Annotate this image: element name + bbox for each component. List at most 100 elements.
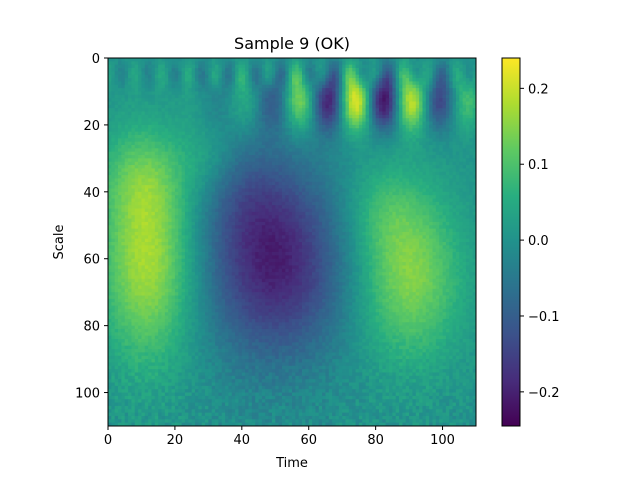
- heatmap-plot-area: [107, 57, 477, 427]
- heatmap-cell: [285, 101, 290, 106]
- heatmap-cell: [148, 91, 152, 96]
- heatmap-cell: [402, 134, 407, 139]
- heatmap-cell: [191, 58, 196, 62]
- heatmap-cell: [164, 114, 169, 119]
- heatmap-cell: [402, 114, 407, 119]
- heatmap-cell: [419, 94, 423, 99]
- heatmap-cell: [342, 81, 346, 86]
- heatmap-cell: [118, 168, 122, 173]
- heatmap-cell: [465, 98, 470, 102]
- heatmap-cell: [409, 104, 413, 109]
- heatmap-cell: [271, 101, 276, 106]
- heatmap-cell: [305, 124, 310, 129]
- heatmap-cell: [405, 141, 410, 146]
- heatmap-cell: [131, 118, 136, 122]
- heatmap-cell: [452, 98, 457, 102]
- heatmap-cell: [402, 161, 407, 166]
- heatmap-cell: [352, 158, 356, 163]
- heatmap-cell: [415, 128, 420, 132]
- heatmap-cell: [449, 188, 453, 193]
- heatmap-cell: [325, 168, 330, 173]
- heatmap-cell: [221, 58, 226, 62]
- heatmap-cell: [469, 104, 474, 109]
- heatmap-cell: [111, 108, 116, 112]
- heatmap-cell: [439, 201, 443, 206]
- heatmap-cell: [375, 98, 380, 102]
- heatmap-cell: [148, 104, 152, 109]
- heatmap-cell: [211, 58, 216, 62]
- heatmap-cell: [385, 121, 390, 126]
- heatmap-cell: [281, 71, 286, 76]
- heatmap-cell: [465, 144, 470, 149]
- heatmap-cell: [328, 171, 333, 176]
- heatmap-cell: [395, 88, 400, 92]
- heatmap-cell: [449, 171, 453, 176]
- heatmap-cell: [168, 121, 172, 126]
- heatmap-cell: [348, 168, 353, 173]
- heatmap-cell: [241, 121, 246, 126]
- heatmap-cell: [298, 205, 303, 209]
- heatmap-cell: [121, 195, 126, 199]
- heatmap-cell: [308, 64, 313, 69]
- heatmap-cell: [358, 151, 363, 156]
- heatmap-cell: [352, 161, 356, 166]
- heatmap-cell: [171, 158, 176, 163]
- heatmap-cell: [191, 191, 196, 196]
- heatmap-cell: [205, 195, 209, 199]
- heatmap-cell: [442, 175, 447, 179]
- heatmap-cell: [452, 88, 457, 92]
- heatmap-cell: [228, 94, 233, 99]
- heatmap-cell: [184, 58, 189, 62]
- heatmap-cell: [141, 178, 146, 183]
- heatmap-cell: [151, 148, 156, 153]
- heatmap-cell: [302, 171, 306, 176]
- heatmap-cell: [281, 185, 286, 189]
- heatmap-cell: [378, 131, 383, 136]
- heatmap-cell: [255, 68, 259, 72]
- heatmap-cell: [225, 158, 229, 163]
- heatmap-cell: [231, 58, 236, 62]
- heatmap-cell: [208, 71, 213, 76]
- heatmap-cell: [405, 178, 410, 183]
- heatmap-cell: [228, 118, 233, 122]
- heatmap-cell: [409, 168, 413, 173]
- heatmap-cell: [255, 114, 259, 119]
- heatmap-cell: [382, 161, 387, 166]
- heatmap-cell: [288, 168, 293, 173]
- heatmap-cell: [251, 138, 256, 143]
- heatmap-cell: [275, 138, 280, 143]
- heatmap-cell: [191, 138, 196, 143]
- heatmap-cell: [472, 88, 477, 92]
- heatmap-cell: [261, 108, 266, 112]
- heatmap-cell: [352, 195, 356, 199]
- heatmap-cell: [261, 205, 266, 209]
- heatmap-cell: [208, 78, 213, 82]
- heatmap-cell: [405, 114, 410, 119]
- heatmap-cell: [148, 171, 152, 176]
- heatmap-cell: [278, 134, 283, 139]
- heatmap-cell: [215, 104, 219, 109]
- heatmap-cell: [462, 101, 467, 106]
- heatmap-cell: [385, 165, 390, 169]
- heatmap-cell: [271, 191, 276, 196]
- heatmap-cell: [455, 108, 460, 112]
- heatmap-cell: [171, 61, 176, 66]
- heatmap-cell: [445, 131, 450, 136]
- heatmap-cell: [158, 118, 162, 122]
- heatmap-cell: [315, 84, 320, 89]
- heatmap-cell: [429, 124, 433, 129]
- heatmap-cell: [218, 148, 223, 153]
- heatmap-cell: [181, 161, 186, 166]
- heatmap-cell: [355, 128, 360, 132]
- heatmap-cell: [151, 158, 156, 163]
- heatmap-cell: [419, 64, 423, 69]
- heatmap-cell: [308, 141, 313, 146]
- heatmap-cell: [322, 101, 326, 106]
- heatmap-cell: [452, 158, 457, 163]
- heatmap-cell: [198, 88, 203, 92]
- heatmap-cell: [275, 94, 280, 99]
- heatmap-cell: [164, 191, 169, 196]
- heatmap-cell: [425, 198, 430, 203]
- heatmap-cell: [338, 165, 343, 169]
- heatmap-cell: [395, 181, 400, 186]
